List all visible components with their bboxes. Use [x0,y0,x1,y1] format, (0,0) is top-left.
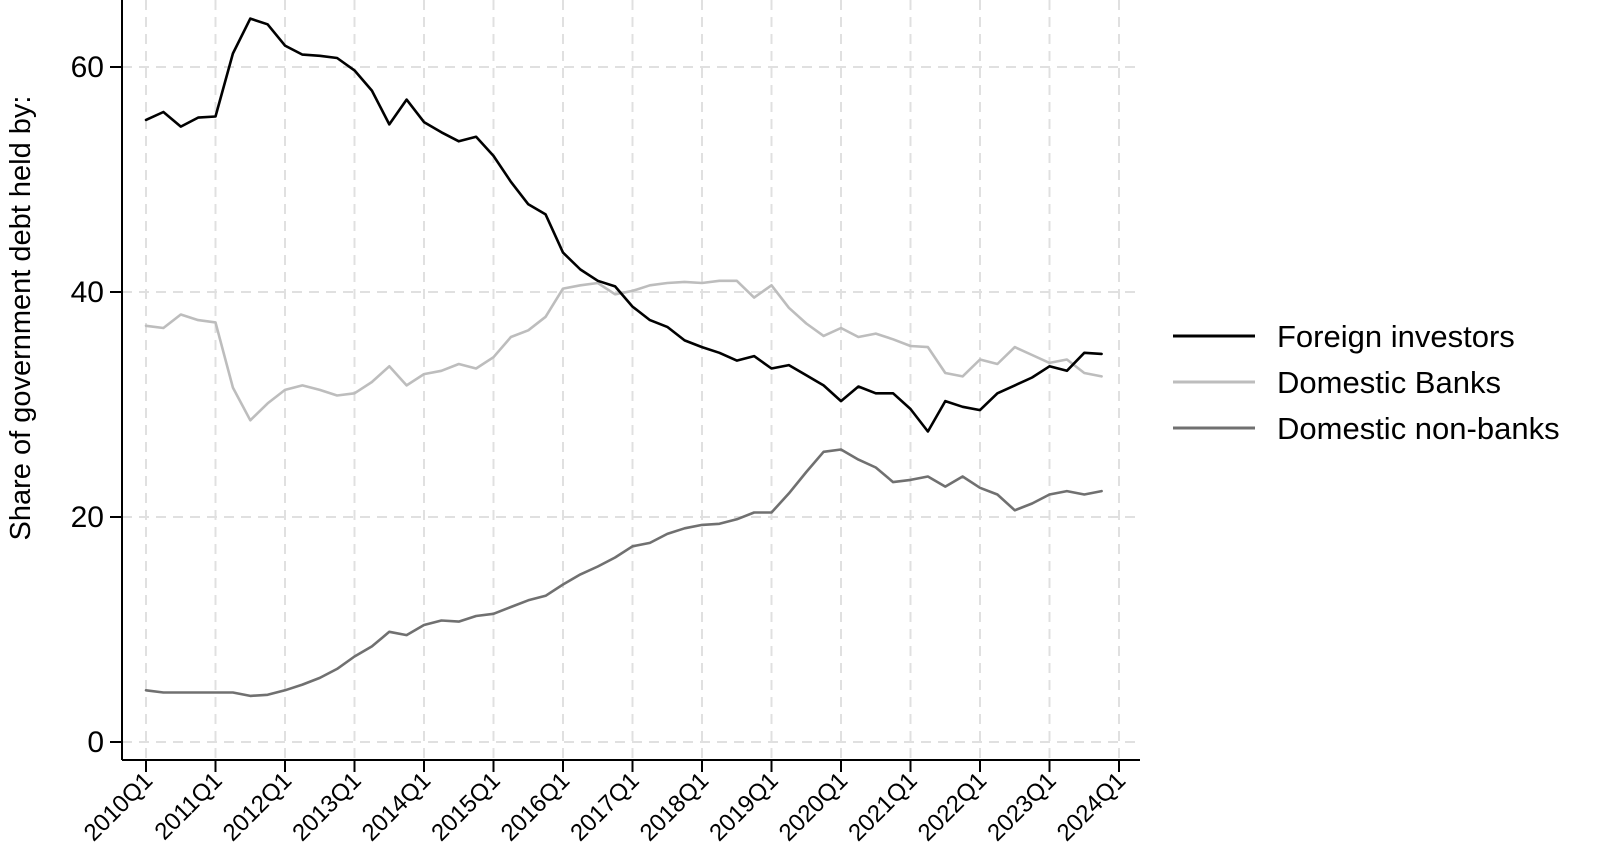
legend-item: Domestic non-banks [1173,411,1560,446]
y-tick-label: 20 [71,501,104,534]
x-tick-label: 2018Q1 [635,767,714,846]
series-line [144,448,1103,698]
x-tick-label: 2020Q1 [774,767,853,846]
x-tick-label: 2021Q1 [843,767,922,846]
grid-lines [122,0,1140,760]
y-tick-label: 0 [87,726,104,759]
x-tick-label: 2022Q1 [913,767,992,846]
y-tick-label: 40 [71,276,104,309]
x-tick-label: 2014Q1 [357,767,436,846]
series-foreign-investors [144,17,1103,433]
x-tick-label: 2010Q1 [79,767,158,846]
x-tick-label: 2011Q1 [150,767,228,845]
legend-label: Domestic non-banks [1277,411,1560,446]
x-tick-label: 2012Q1 [218,767,297,846]
x-tick-label: 2013Q1 [287,767,366,846]
x-tick-label: 2019Q1 [704,767,783,846]
series-line [144,279,1103,422]
legend: Foreign investors Domestic Banks Domestic … [1173,319,1560,446]
x-tick-label: 2024Q1 [1052,767,1131,846]
legend-item: Domestic Banks [1173,365,1501,400]
x-tick-label: 2016Q1 [496,767,575,846]
axes [121,0,1140,761]
x-tick-label: 2015Q1 [426,767,505,846]
series-domestic-banks [144,279,1103,422]
legend-item: Foreign investors [1173,319,1515,354]
legend-label: Foreign investors [1277,319,1515,354]
series-domestic-non-banks [144,448,1103,698]
x-ticks: 2010Q12011Q12012Q12013Q12014Q12015Q12016… [79,760,1131,847]
y-axis-label: Share of government debt held by: [5,96,37,541]
series-line [144,17,1103,433]
legend-label: Domestic Banks [1277,365,1501,400]
y-ticks: 0 20 40 60 [71,51,122,759]
y-tick-label: 60 [71,51,104,84]
series-lines [144,17,1103,698]
x-tick-label: 2023Q1 [982,767,1061,846]
x-tick-label: 2017Q1 [565,767,644,846]
